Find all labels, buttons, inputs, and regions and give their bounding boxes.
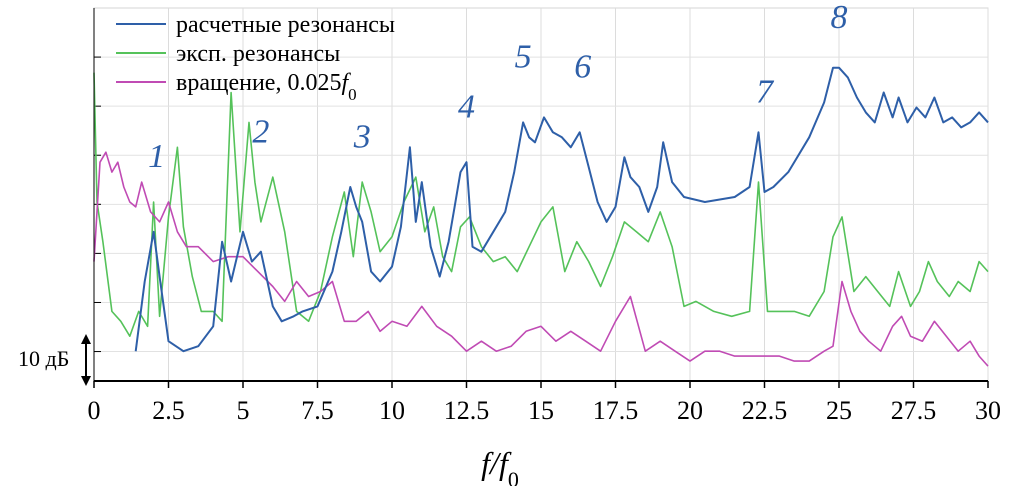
x-tick-label: 12.5	[444, 396, 490, 425]
x-tick-label: 0	[88, 396, 101, 425]
db-scale-arrow-down	[81, 376, 91, 386]
legend-entry: расчетные резонансы	[176, 12, 395, 38]
legend: расчетные резонансы эксп. резонансы вращен…	[116, 12, 395, 104]
peak-label: 7	[756, 73, 775, 110]
x-tick-label: 10	[379, 396, 405, 425]
peak-label: 2	[252, 113, 269, 150]
x-axis-label: f/f0	[481, 445, 519, 486]
x-tick-label: 25	[826, 396, 852, 425]
db-scale-label: 10 дБ	[18, 346, 69, 371]
x-tick-label: 15	[528, 396, 554, 425]
db-scale-marker: 10 дБ	[18, 334, 91, 386]
x-tick-label: 7.5	[301, 396, 334, 425]
x-tick-label: 17.5	[593, 396, 639, 425]
x-tick-label: 27.5	[891, 396, 937, 425]
x-tick-label: 30	[975, 396, 1001, 425]
peak-label: 1	[148, 138, 165, 175]
x-tick-label: 22.5	[742, 396, 788, 425]
peak-label: 6	[574, 49, 591, 86]
peak-label: 3	[353, 118, 371, 155]
x-tick-label: 5	[237, 396, 250, 425]
x-tick-label: 20	[677, 396, 703, 425]
x-tick-label: 2.5	[152, 396, 185, 425]
x-tick-labels: 0 2.5 5 7.5 10 12.5 15 17.5 20 22.5 25 27.5 30	[88, 381, 1002, 425]
peak-label: 5	[515, 39, 532, 76]
db-scale-arrow-up	[81, 334, 91, 344]
legend-entry: вращение, 0.025f0	[176, 70, 357, 104]
peak-label: 4	[458, 88, 475, 125]
peak-label: 8	[831, 0, 848, 36]
legend-entry: эксп. резонансы	[176, 41, 340, 67]
